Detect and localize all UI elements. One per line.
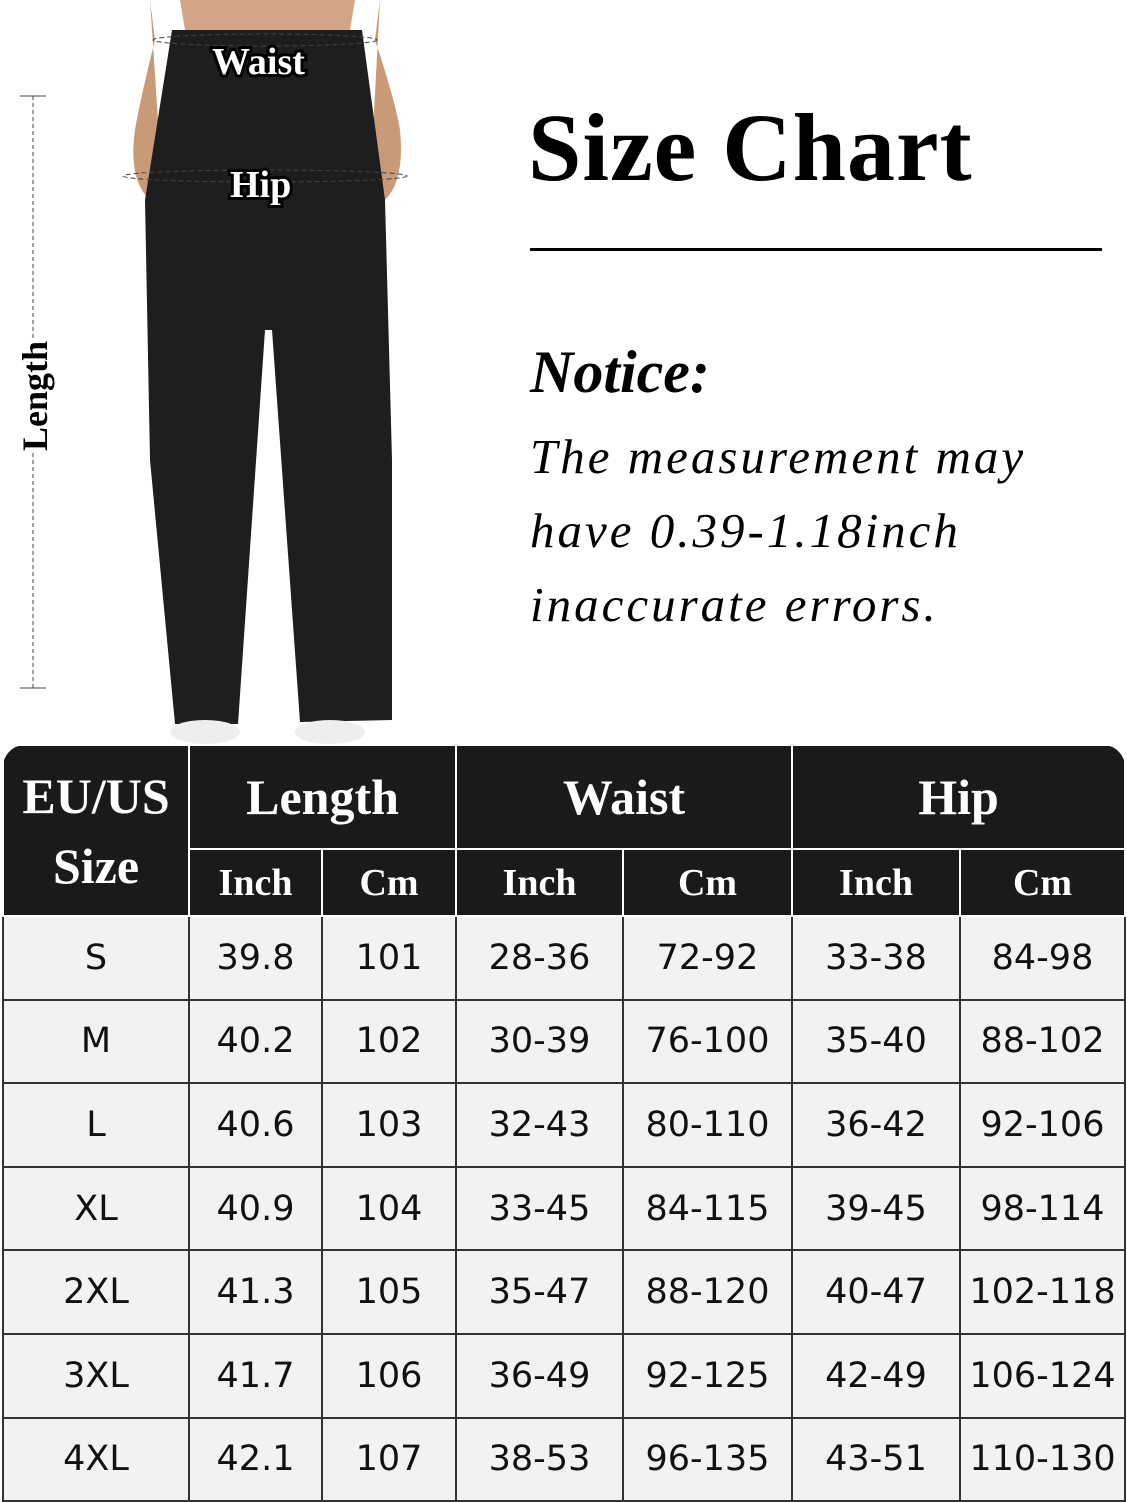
- table-row: 4XL 42.1 107 38-53 96-135 43-51 110-130: [2, 1416, 1126, 1502]
- measurement-cell: 80-110: [622, 1082, 793, 1168]
- measurement-cell: 28-36: [455, 915, 624, 1001]
- measurement-cell: 88-102: [959, 998, 1126, 1085]
- measurement-cell: 92-125: [622, 1332, 793, 1419]
- measurement-cell: 102: [321, 998, 457, 1085]
- pants-model-photo: [20, 0, 408, 744]
- measurement-cell: 39-45: [791, 1165, 961, 1252]
- measurement-cell: 110-130: [959, 1416, 1126, 1502]
- notice-text: The measurement may have 0.39-1.18inch i…: [530, 429, 1027, 632]
- measurement-cell: 36-42: [791, 1082, 961, 1168]
- unit-header: Cm: [321, 848, 457, 917]
- measurement-cell: 105: [321, 1249, 457, 1335]
- unit-header: Inch: [455, 848, 624, 917]
- measurement-cell: 33-45: [455, 1165, 624, 1252]
- measurement-cell: 103: [321, 1082, 457, 1168]
- right-arm: [372, 0, 401, 200]
- measurement-cell: 39.8: [188, 915, 323, 1001]
- size-table: EU/US Size Length Waist Hip Inch Cm Inch …: [2, 744, 1126, 1502]
- measurement-cell: 42-49: [791, 1332, 961, 1419]
- measurement-cell: 35-47: [455, 1249, 624, 1335]
- measurement-cell: 40.6: [188, 1082, 323, 1168]
- measurement-cell: 76-100: [622, 998, 793, 1085]
- unit-header: Cm: [959, 848, 1126, 917]
- measurement-cell: 32-43: [455, 1082, 624, 1168]
- measurement-cell: 107: [321, 1416, 457, 1502]
- measurement-cell: 96-135: [622, 1416, 793, 1502]
- measurement-cell: 41.3: [188, 1249, 323, 1335]
- table-row: S 39.8 101 28-36 72-92 33-38 84-98: [2, 915, 1126, 1001]
- hip-label: Hip: [227, 161, 294, 209]
- hip-header: Hip: [791, 744, 1126, 850]
- size-cell: 2XL: [2, 1249, 190, 1335]
- measurement-cell: 98-114: [959, 1165, 1126, 1252]
- right-shoe: [295, 720, 365, 744]
- length-header: Length: [188, 744, 457, 850]
- size-cell: XL: [2, 1165, 190, 1252]
- page-title: Size Chart: [528, 94, 973, 201]
- table-row: L 40.6 103 32-43 80-110 36-42 92-106: [2, 1082, 1126, 1168]
- measurement-cell: 43-51: [791, 1416, 961, 1502]
- size-cell: 3XL: [2, 1332, 190, 1419]
- measurement-cell: 104: [321, 1165, 457, 1252]
- waist-label: Waist: [209, 38, 308, 86]
- left-shoe: [170, 720, 240, 744]
- title-divider: [530, 248, 1102, 251]
- size-header: EU/US Size: [2, 744, 190, 917]
- torso: [180, 0, 355, 30]
- table-row: XL 40.9 104 33-45 84-115 39-45 98-114: [2, 1165, 1126, 1252]
- measurement-cell: 40.9: [188, 1165, 323, 1252]
- measurement-cell: 40.2: [188, 998, 323, 1085]
- table-row: M 40.2 102 30-39 76-100 35-40 88-102: [2, 998, 1126, 1085]
- measurement-cell: 30-39: [455, 998, 624, 1085]
- unit-header: Inch: [791, 848, 961, 917]
- notice-heading: Notice:: [530, 339, 710, 405]
- hip-measure-line: [122, 169, 408, 183]
- measurement-cell: 35-40: [791, 998, 961, 1085]
- pants: [145, 30, 392, 724]
- measurement-cell: 92-106: [959, 1082, 1126, 1168]
- measurement-cell: 84-98: [959, 915, 1126, 1001]
- size-cell: 4XL: [2, 1416, 190, 1502]
- measurement-cell: 41.7: [188, 1332, 323, 1419]
- unit-header: Inch: [188, 848, 323, 917]
- measurement-cell: 102-118: [959, 1249, 1126, 1335]
- measurement-cell: 88-120: [622, 1249, 793, 1335]
- measurement-cell: 106: [321, 1332, 457, 1419]
- length-label: Length: [14, 338, 57, 454]
- unit-header: Cm: [622, 848, 793, 917]
- measurement-cell: 33-38: [791, 915, 961, 1001]
- measurement-cell: 36-49: [455, 1332, 624, 1419]
- measurement-cell: 84-115: [622, 1165, 793, 1252]
- measurement-cell: 40-47: [791, 1249, 961, 1335]
- measurement-cell: 72-92: [622, 915, 793, 1001]
- measurement-cell: 42.1: [188, 1416, 323, 1502]
- size-cell: L: [2, 1082, 190, 1168]
- measurement-cell: 101: [321, 915, 457, 1001]
- measurement-cell: 38-53: [455, 1416, 624, 1502]
- size-cell: S: [2, 915, 190, 1001]
- waist-header: Waist: [455, 744, 793, 850]
- size-cell: M: [2, 998, 190, 1085]
- measurement-cell: 106-124: [959, 1332, 1126, 1419]
- waist-measure-line: [152, 33, 378, 47]
- table-row: 2XL 41.3 105 35-47 88-120 40-47 102-118: [2, 1249, 1126, 1335]
- table-row: 3XL 41.7 106 36-49 92-125 42-49 106-124: [2, 1332, 1126, 1419]
